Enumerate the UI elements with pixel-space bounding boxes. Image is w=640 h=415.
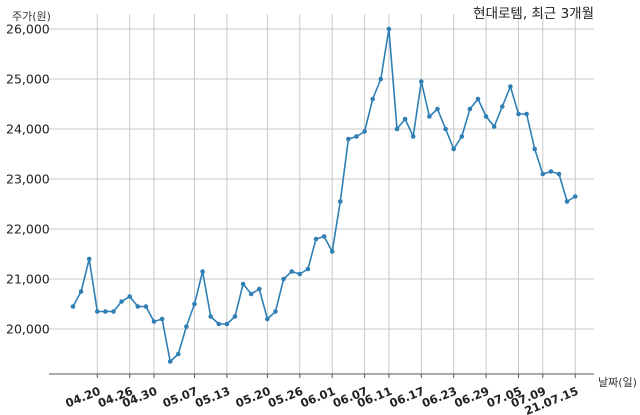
y-tick-label: 20,000 [6,322,50,337]
y-tick-labels: 20,000 21,000 22,000 23,000 24,000 25,000 26,0… [6,22,50,337]
price-point [167,359,173,364]
price-point [451,146,457,152]
price-point [70,304,76,309]
price-point [500,104,505,109]
price-point [95,309,100,314]
price-point [435,106,440,112]
price-point [224,321,230,327]
gridlines [49,14,594,378]
y-tick-label: 23,000 [6,172,50,187]
price-point [143,304,149,309]
price-point [289,269,295,274]
price-point [329,249,335,254]
price-point [402,116,408,122]
price-point [111,309,116,314]
y-tick-label: 21,000 [6,272,50,287]
x-axis-label: 날짜(일) [598,375,637,389]
price-point [354,134,359,139]
price-point [265,316,270,322]
price-point [305,266,311,272]
price-point [232,314,238,319]
price-point [240,281,246,287]
y-tick-label: 26,000 [6,22,50,37]
price-point [378,76,384,82]
price-point [548,169,554,174]
price-point [338,199,343,204]
price-point [386,26,392,32]
price-point [281,276,286,282]
price-point [556,171,562,177]
price-point [208,314,213,319]
price-point [491,124,497,129]
price-point [540,171,546,177]
y-tick-label: 22,000 [6,222,50,237]
y-tick-label: 25,000 [6,72,50,87]
chart-title: 현대로템, 최근 3개월 [473,6,594,22]
price-point [370,96,376,102]
price-point [524,111,529,117]
price-point [394,126,400,132]
price-point [564,199,570,204]
price-point [321,234,327,239]
price-point [257,286,262,292]
price-point [459,134,465,139]
price-point [508,84,513,89]
price-point [419,79,424,84]
price-point [443,126,448,132]
price-point [127,294,132,299]
price-point [467,106,473,112]
price-point [78,289,84,294]
price-point [103,309,108,314]
x-tick-label: 05.13 [193,384,232,411]
price-point [248,291,254,297]
price-point [216,321,222,327]
price-point [427,114,432,119]
price-point [532,146,537,152]
price-point [86,256,92,262]
price-point [313,236,319,242]
price-point [119,299,124,304]
price-point [151,319,157,324]
price-point [410,134,416,139]
price-point [483,114,489,119]
price-point [572,194,578,199]
price-point [346,136,351,142]
price-point [200,269,205,274]
price-point [184,324,189,329]
price-point [176,351,181,357]
y-axis-label: 주가(원) [12,10,51,23]
price-point [159,316,165,322]
y-tick-label: 24,000 [6,122,50,137]
price-point [135,304,141,309]
price-point [516,111,521,117]
price-point [475,96,481,102]
price-point [362,129,367,134]
price-point [273,309,278,314]
price-point [192,301,197,307]
series-layer [70,26,578,364]
price-point [297,271,303,277]
